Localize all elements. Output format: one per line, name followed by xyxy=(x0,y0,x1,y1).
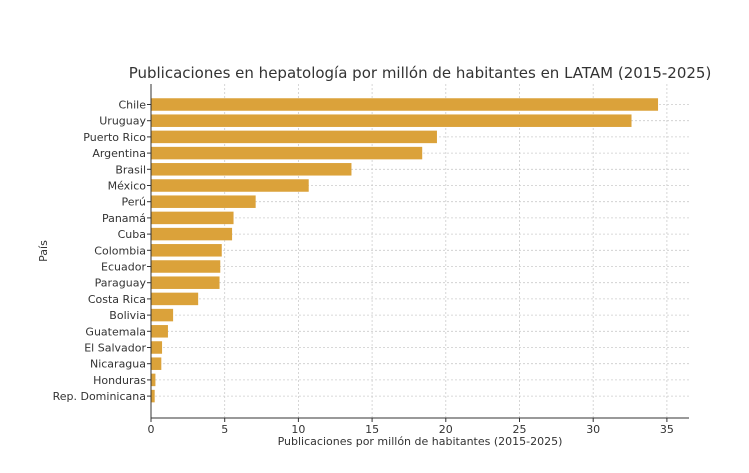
y-tick-label: Colombia xyxy=(94,244,146,257)
bar-costa-rica xyxy=(151,292,199,306)
y-tick-label: Guatemala xyxy=(85,325,146,338)
y-tick-label: Ecuador xyxy=(101,261,146,274)
x-tick-label: 35 xyxy=(660,423,674,436)
y-tick-label: Argentina xyxy=(92,147,146,160)
bar-panam- xyxy=(151,211,234,225)
y-tick-label: Costa Rica xyxy=(88,293,146,306)
x-axis-label: Publicaciones por millón de habitantes (… xyxy=(278,435,563,448)
bar-uruguay xyxy=(151,114,632,127)
bar-honduras xyxy=(151,373,156,387)
y-tick-label: Rep. Dominicana xyxy=(53,390,146,403)
bar-m-xico xyxy=(151,179,309,192)
bar-ecuador xyxy=(151,260,221,273)
bar-bolivia xyxy=(151,308,174,322)
chart-title: Publicaciones en hepatología por millón … xyxy=(129,64,712,82)
x-tick-label: 10 xyxy=(291,423,305,436)
bar-puerto-rico xyxy=(151,130,437,144)
bar-colombia xyxy=(151,244,222,257)
bars xyxy=(151,98,659,403)
bar-per- xyxy=(151,195,256,208)
bar-rep-dominicana xyxy=(151,389,155,403)
bar-nicaragua xyxy=(151,357,162,370)
y-axis-label: País xyxy=(37,240,50,262)
y-tick-label: El Salvador xyxy=(84,342,146,355)
y-tick-label: Cuba xyxy=(118,228,146,241)
y-tick-label: Uruguay xyxy=(99,115,146,128)
y-tick-label: Perú xyxy=(121,196,146,209)
bar-el-salvador xyxy=(151,341,163,354)
x-tick-label: 15 xyxy=(365,423,379,436)
bar-guatemala xyxy=(151,325,168,338)
y-tick-label: Honduras xyxy=(93,374,146,387)
x-tick-label: 5 xyxy=(221,423,228,436)
y-tick-label: Panamá xyxy=(102,212,146,225)
y-tick-label: México xyxy=(108,180,147,193)
y-tick-label: Bolivia xyxy=(109,309,146,322)
x-tick-labels: 0 5 10 15 20 25 30 35 xyxy=(148,418,674,436)
y-tick-labels: Chile Uruguay Puerto Rico Argentina Brasil Mé… xyxy=(53,99,151,403)
x-tick-label: 25 xyxy=(512,423,526,436)
x-tick-label: 20 xyxy=(439,423,453,436)
y-tick-label: Chile xyxy=(118,99,146,112)
y-tick-label: Puerto Rico xyxy=(83,131,146,144)
x-tick-label: 0 xyxy=(148,423,155,436)
bar-chile xyxy=(151,98,659,111)
y-tick-label: Brasil xyxy=(115,163,146,176)
bar-paraguay xyxy=(151,276,220,289)
bar-argentina xyxy=(151,146,423,160)
bar-brasil xyxy=(151,163,352,176)
y-tick-label: Paraguay xyxy=(95,277,147,290)
y-tick-label: Nicaragua xyxy=(90,358,146,371)
x-tick-label: 30 xyxy=(586,423,600,436)
bar-cuba xyxy=(151,227,233,241)
